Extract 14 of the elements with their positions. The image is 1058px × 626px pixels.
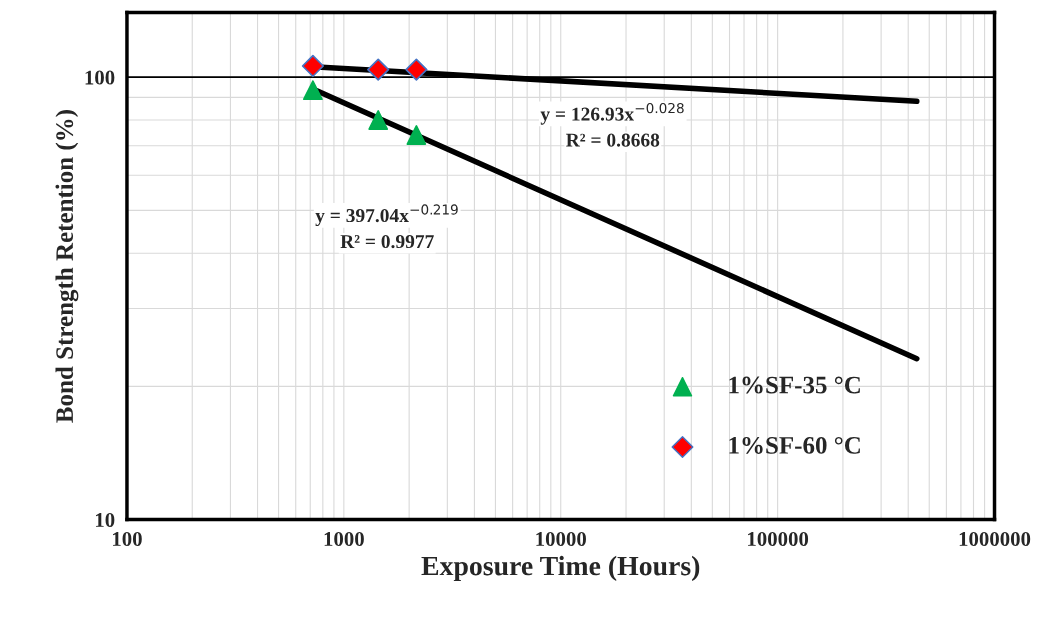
annotation: y = 126.93x$^{−0.028}$ <box>540 102 684 125</box>
x-tick-label: 100000 <box>748 531 809 547</box>
x-tick-label: 1000 <box>324 531 364 547</box>
x-axis-title: Exposure Time (Hours) <box>421 555 700 582</box>
annotation: y = 397.04x$^{−0.219}$ <box>315 204 458 227</box>
legend-label: 1%SF-60 °C <box>729 436 860 454</box>
y-axis-title: Bond Strength Retention (%) <box>55 110 79 423</box>
y-tick-label: 10 <box>95 512 115 528</box>
legend-label: 1%SF-35 °C <box>729 376 860 394</box>
x-tick-label: 100 <box>113 531 142 547</box>
x-tick-label: 1000000 <box>959 531 1031 547</box>
annotation: R² = 0.9977 <box>340 234 434 249</box>
x-tick-label: 10000 <box>536 531 586 547</box>
annotation: R² = 0.8668 <box>566 133 660 147</box>
